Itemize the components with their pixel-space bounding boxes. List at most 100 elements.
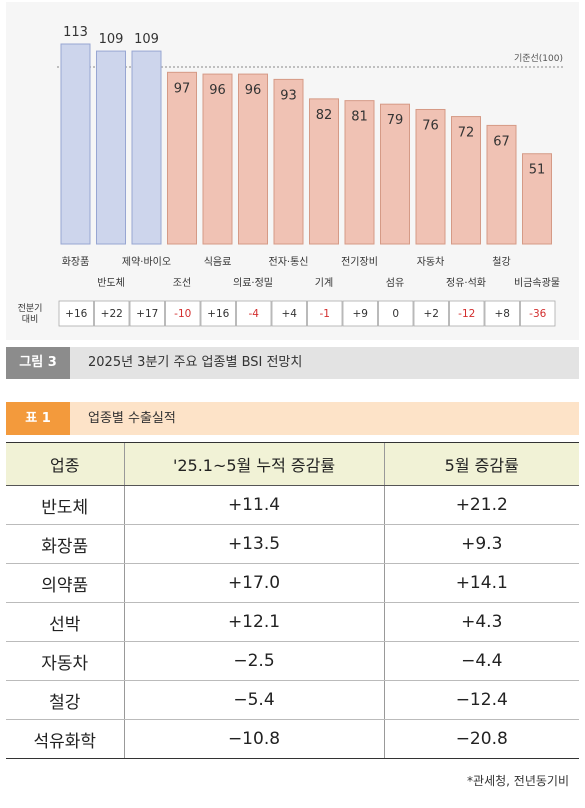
category-label: 제약·바이오 bbox=[122, 256, 171, 268]
bar-1 bbox=[96, 50, 126, 245]
change-value: -4 bbox=[249, 308, 260, 320]
table-cell-industry: 선박 bbox=[6, 602, 124, 642]
change-cell-8 bbox=[342, 300, 378, 327]
change-value: +16 bbox=[207, 308, 229, 320]
table-row: 선박 +12.1 +4.3 bbox=[6, 602, 579, 642]
bar-value-label: 67 bbox=[493, 134, 510, 149]
change-cell-0 bbox=[58, 300, 94, 327]
figure-caption-text: 2025년 3분기 주요 업종별 BSI 전망치 bbox=[88, 355, 303, 370]
table-header-industry: 업종 bbox=[6, 442, 124, 486]
category-label: 전기장비 bbox=[341, 256, 378, 268]
bar-13 bbox=[522, 153, 552, 245]
change-value: +17 bbox=[136, 308, 158, 320]
table-cell-cumulative: −2.5 bbox=[123, 641, 384, 681]
table-cell-may: +14.1 bbox=[383, 563, 579, 603]
bar-value-label: 72 bbox=[458, 126, 475, 141]
change-cell-3 bbox=[165, 300, 201, 327]
table-header-may: 5월 증감률 bbox=[383, 442, 579, 486]
change-value: -36 bbox=[529, 308, 546, 320]
table-cell-industry: 철강 bbox=[6, 680, 124, 720]
table-caption: 표 1 업종별 수출실적 bbox=[6, 402, 579, 435]
change-cell-7 bbox=[307, 300, 343, 327]
change-value: +2 bbox=[424, 308, 439, 320]
table-cell-may: −4.4 bbox=[383, 641, 579, 681]
change-cell-1 bbox=[94, 300, 130, 327]
category-label: 반도체 bbox=[97, 277, 125, 289]
bar-4 bbox=[202, 73, 233, 245]
table-cell-industry: 반도체 bbox=[6, 485, 124, 525]
bar-10 bbox=[415, 108, 446, 245]
change-value: +16 bbox=[65, 308, 87, 320]
reference-line-label: 기준선(100) bbox=[514, 53, 563, 64]
bar-3 bbox=[167, 71, 197, 245]
source-note: *관세청, 전년동기비 bbox=[467, 774, 569, 788]
category-label: 비금속광물 bbox=[514, 277, 560, 289]
category-label: 기계 bbox=[315, 277, 333, 289]
change-cell-6 bbox=[271, 300, 307, 327]
bar-value-label: 97 bbox=[174, 81, 191, 96]
bar-9 bbox=[380, 103, 410, 245]
change-value: +22 bbox=[101, 308, 123, 320]
category-label: 정유·석화 bbox=[446, 277, 486, 289]
bar-8 bbox=[344, 100, 375, 245]
figure-caption-tag: 그림 3 bbox=[6, 347, 70, 379]
change-value: +8 bbox=[495, 308, 510, 320]
table-cell-industry: 의약품 bbox=[6, 563, 124, 603]
table-cell-industry: 화장품 bbox=[6, 524, 124, 564]
bar-value-label: 113 bbox=[63, 25, 88, 40]
change-value: +9 bbox=[353, 308, 368, 320]
bar-5 bbox=[238, 73, 268, 245]
change-value: 0 bbox=[392, 308, 399, 320]
bsi-chart: 기준선(100) 113 화장품 109 반도체 109 제약·바이오 97 조선 96 식음료 96… bbox=[6, 2, 579, 340]
bar-value-label: 82 bbox=[316, 108, 333, 123]
bar-value-label: 81 bbox=[351, 110, 368, 125]
change-cell-10 bbox=[413, 300, 449, 327]
change-row-label-line2: 대비 bbox=[22, 314, 39, 325]
table-row: 화장품 +13.5 +9.3 bbox=[6, 524, 579, 564]
table-cell-may: +21.2 bbox=[383, 485, 579, 525]
bar-11 bbox=[451, 116, 481, 245]
table-cell-may: +9.3 bbox=[383, 524, 579, 564]
change-cell-11 bbox=[449, 300, 485, 327]
bar-7 bbox=[309, 98, 339, 245]
table-cell-industry: 자동차 bbox=[6, 641, 124, 681]
figure-caption: 그림 3 2025년 3분기 주요 업종별 BSI 전망치 bbox=[6, 347, 579, 379]
category-label: 의료·정밀 bbox=[233, 277, 273, 289]
table-cell-industry: 석유화학 bbox=[6, 719, 124, 759]
table-cell-may: −20.8 bbox=[383, 719, 579, 759]
bar-0 bbox=[60, 43, 91, 245]
table-header-row: 업종 '25.1~5월 누적 증감률 5월 증감률 bbox=[6, 442, 579, 486]
change-value: -10 bbox=[174, 308, 191, 320]
category-label: 자동차 bbox=[417, 256, 445, 268]
bar-value-label: 51 bbox=[529, 163, 546, 178]
change-cell-4 bbox=[200, 300, 236, 327]
table-cell-cumulative: +12.1 bbox=[123, 602, 384, 642]
table-row: 반도체 +11.4 +21.2 bbox=[6, 485, 579, 525]
bar-value-label: 96 bbox=[245, 83, 262, 98]
change-cell-12 bbox=[484, 300, 520, 327]
table-cell-cumulative: +13.5 bbox=[123, 524, 384, 564]
change-value: +4 bbox=[282, 308, 298, 320]
table-cell-may: −12.4 bbox=[383, 680, 579, 720]
table-cell-cumulative: −5.4 bbox=[123, 680, 384, 720]
table-caption-tag: 표 1 bbox=[6, 402, 70, 435]
export-table: 업종 '25.1~5월 누적 증감률 5월 증감률 반도체 +11.4 +21.… bbox=[6, 442, 579, 759]
bar-value-label: 109 bbox=[134, 32, 159, 47]
table-row: 철강 −5.4 −12.4 bbox=[6, 680, 579, 720]
change-value: -1 bbox=[320, 308, 330, 320]
change-cell-13 bbox=[520, 300, 556, 327]
bar-value-label: 109 bbox=[99, 32, 124, 47]
bsi-bar-chart-svg: 기준선(100) 113 화장품 109 반도체 109 제약·바이오 97 조선 96 식음료 96… bbox=[18, 25, 564, 327]
table-cell-cumulative: +11.4 bbox=[123, 485, 384, 525]
category-label: 식음료 bbox=[204, 256, 232, 268]
table-row: 자동차 −2.5 −4.4 bbox=[6, 641, 579, 681]
table-cell-cumulative: −10.8 bbox=[123, 719, 384, 759]
bar-value-label: 96 bbox=[209, 83, 226, 98]
bar-value-label: 93 bbox=[280, 88, 297, 103]
table-cell-may: +4.3 bbox=[383, 602, 579, 642]
category-label: 섬유 bbox=[386, 277, 404, 289]
bar-12 bbox=[486, 124, 517, 245]
bar-6 bbox=[273, 78, 304, 245]
bar-value-label: 76 bbox=[422, 118, 439, 133]
category-label: 전자·통신 bbox=[269, 256, 309, 268]
